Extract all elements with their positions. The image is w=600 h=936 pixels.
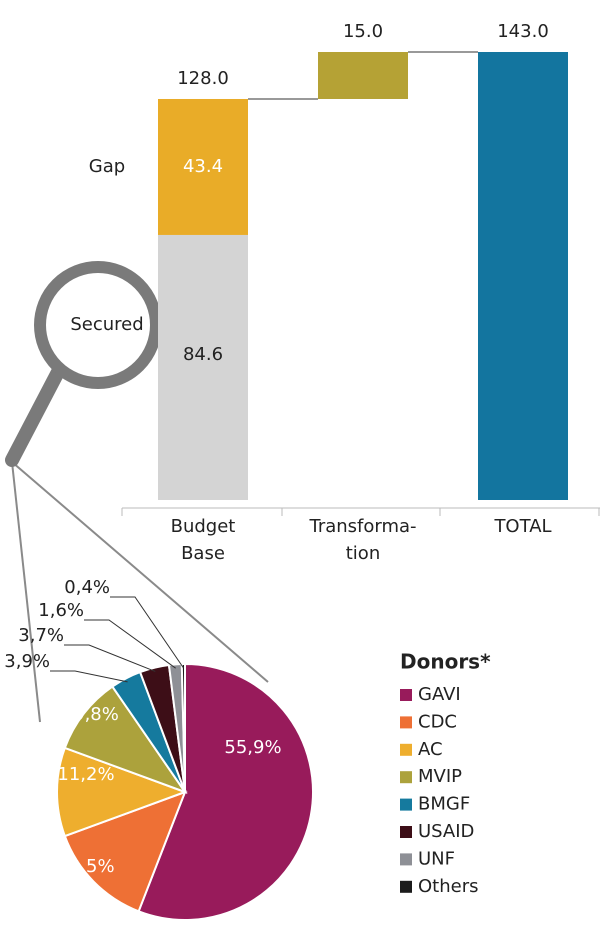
- legend-label: MVIP: [418, 766, 462, 787]
- magnifier-lens: [34, 261, 162, 389]
- x-tick-label: Base: [181, 543, 225, 564]
- slice-label: 0,4%: [64, 577, 110, 598]
- value-label: 143.0: [497, 21, 549, 42]
- legend-swatch: [400, 853, 412, 866]
- slice-label: 3,9%: [4, 651, 50, 672]
- magnifier-handle: [5, 365, 65, 467]
- value-label: 15.0: [343, 21, 383, 42]
- bar-segment: [158, 98, 248, 235]
- legend-label: UNF: [418, 848, 455, 869]
- segment-value: 84.6: [183, 344, 223, 365]
- pie-slice: [63, 790, 187, 913]
- segment-value: 43.4: [183, 156, 223, 177]
- slice-label: 1,6%: [38, 600, 84, 621]
- leader-line: [110, 596, 184, 669]
- x-tick-label: TOTAL: [493, 516, 551, 537]
- segment-name: Gap: [89, 156, 125, 177]
- legend-swatch: [400, 771, 412, 784]
- slice-label: 55,9%: [224, 737, 281, 758]
- bar-segment: [158, 234, 248, 500]
- leader-line: [64, 644, 156, 672]
- slice-label: 3,7%: [18, 625, 64, 646]
- legend-swatch: [400, 826, 412, 838]
- slice-label: 9,8%: [73, 704, 119, 725]
- legend-swatch: [400, 716, 412, 729]
- zoom-line: [11, 461, 269, 683]
- legend-swatch: [400, 798, 412, 811]
- legend-label: CDC: [418, 711, 457, 732]
- pie-slice: [56, 746, 188, 838]
- segment-name: Secured: [70, 314, 143, 335]
- legend-swatch: [400, 743, 412, 756]
- legend-label: AC: [418, 739, 443, 760]
- zoom-line: [11, 461, 41, 723]
- slice-label: 13,5%: [57, 856, 114, 877]
- legend-label: Others: [418, 876, 479, 897]
- legend-label: GAVI: [418, 684, 461, 705]
- legend-title: Donors*: [400, 650, 491, 674]
- leader-line: [50, 670, 128, 683]
- pie-slice: [63, 685, 188, 795]
- pie-slice: [180, 662, 186, 793]
- pie-slice: [137, 662, 314, 921]
- legend-swatch: [400, 880, 412, 893]
- value-label: 128.0: [177, 68, 229, 89]
- legend-swatch: [400, 689, 412, 701]
- magnifier: [5, 261, 269, 723]
- leader-line: [84, 619, 176, 669]
- legend-label: BMGF: [418, 794, 470, 815]
- x-tick-label: Budget: [171, 516, 236, 537]
- slice-label: 11,2%: [57, 764, 114, 785]
- x-tick-label: Transforma-: [308, 516, 416, 537]
- bar: [478, 52, 568, 500]
- legend-label: USAID: [418, 821, 474, 842]
- x-tick-label: tion: [346, 543, 380, 564]
- bar: [318, 52, 408, 99]
